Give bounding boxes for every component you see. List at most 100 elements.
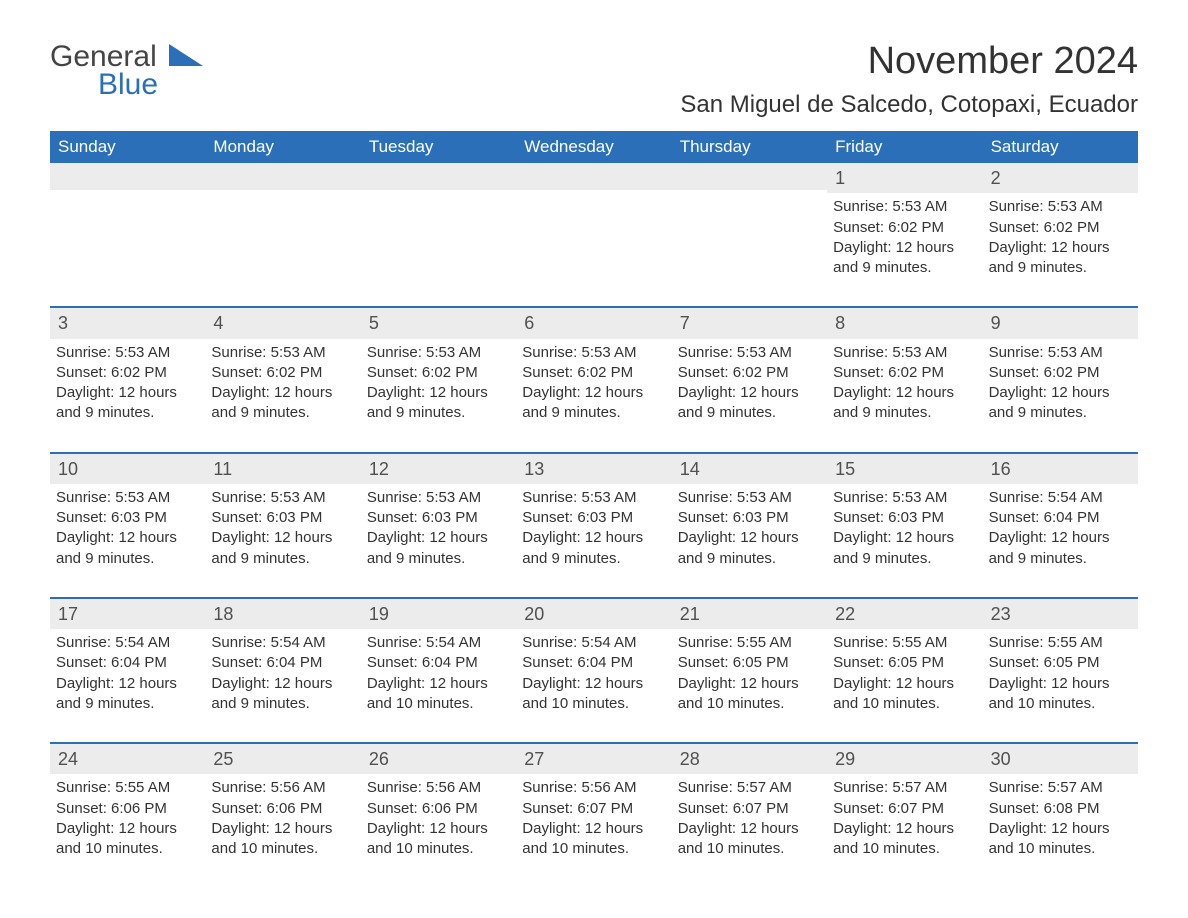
day-number: 3	[50, 308, 205, 338]
sunrise-text: Sunrise: 5:53 AM	[211, 488, 354, 508]
logo-triangle-icon	[169, 40, 203, 74]
daylight-text: Daylight: 12 hours and 9 minutes.	[211, 674, 354, 715]
sunrise-text: Sunrise: 5:55 AM	[56, 778, 199, 798]
day-cell	[205, 163, 360, 284]
day-number	[672, 163, 827, 190]
sunset-text: Sunset: 6:02 PM	[989, 363, 1132, 383]
sunset-text: Sunset: 6:04 PM	[211, 653, 354, 673]
daylight-text: Daylight: 12 hours and 10 minutes.	[678, 674, 821, 715]
day-cell	[516, 163, 671, 284]
sunrise-text: Sunrise: 5:53 AM	[833, 197, 976, 217]
day-cell: 28 Sunrise: 5:57 AMSunset: 6:07 PMDayligh…	[672, 744, 827, 865]
daylight-text: Daylight: 12 hours and 10 minutes.	[367, 674, 510, 715]
sunset-text: Sunset: 6:07 PM	[678, 799, 821, 819]
day-number: 6	[516, 308, 671, 338]
day-cell	[672, 163, 827, 284]
day-number: 19	[361, 599, 516, 629]
sunset-text: Sunset: 6:06 PM	[211, 799, 354, 819]
day-cell: 24Sunrise: 5:55 AMSunset: 6:06 PMDayligh…	[50, 744, 205, 865]
sunset-text: Sunset: 6:04 PM	[367, 653, 510, 673]
day-cell: 21Sunrise: 5:55 AMSunset: 6:05 PMDayligh…	[672, 599, 827, 720]
day-cell: 18 Sunrise: 5:54 AMSunset: 6:04 PMDayligh…	[205, 599, 360, 720]
dow-sunday: Sunday	[50, 131, 205, 163]
day-cell: 7Sunrise: 5:53 AMSunset: 6:02 PMDaylight…	[672, 308, 827, 429]
daylight-text: Daylight: 12 hours and 9 minutes.	[833, 383, 976, 424]
daylight-text: Daylight: 12 hours and 10 minutes.	[833, 819, 976, 860]
weeks-container: 1Sunrise: 5:53 AMSunset: 6:02 PMDaylight…	[50, 163, 1138, 865]
week-row: 10Sunrise: 5:53 AMSunset: 6:03 PMDayligh…	[50, 452, 1138, 575]
daylight-text: Daylight: 12 hours and 9 minutes.	[989, 383, 1132, 424]
sunset-text: Sunset: 6:05 PM	[833, 653, 976, 673]
header: General Blue November 2024 San Miguel de…	[50, 40, 1138, 119]
day-number: 2	[983, 163, 1138, 193]
day-number: 7	[672, 308, 827, 338]
day-cell: 25Sunrise: 5:56 AMSunset: 6:06 PMDayligh…	[205, 744, 360, 865]
day-number: 4	[205, 308, 360, 338]
day-number	[205, 163, 360, 190]
week-row: 24Sunrise: 5:55 AMSunset: 6:06 PMDayligh…	[50, 742, 1138, 865]
sunrise-text: Sunrise: 5:55 AM	[833, 633, 976, 653]
day-number: 28	[672, 744, 827, 774]
sunrise-text: Sunrise: 5:56 AM	[522, 778, 665, 798]
day-number: 23	[983, 599, 1138, 629]
daylight-text: Daylight: 12 hours and 10 minutes.	[56, 819, 199, 860]
day-cell: 5Sunrise: 5:53 AMSunset: 6:02 PMDaylight…	[361, 308, 516, 429]
day-number: 8	[827, 308, 982, 338]
sunset-text: Sunset: 6:03 PM	[522, 508, 665, 528]
day-cell: 11Sunrise: 5:53 AMSunset: 6:03 PMDayligh…	[205, 454, 360, 575]
sunrise-text: Sunrise: 5:54 AM	[522, 633, 665, 653]
sunrise-text: Sunrise: 5:53 AM	[989, 197, 1132, 217]
dow-tuesday: Tuesday	[361, 131, 516, 163]
daylight-text: Daylight: 12 hours and 10 minutes.	[522, 674, 665, 715]
sunset-text: Sunset: 6:06 PM	[367, 799, 510, 819]
daylight-text: Daylight: 12 hours and 9 minutes.	[989, 528, 1132, 569]
sunrise-text: Sunrise: 5:54 AM	[211, 633, 354, 653]
sunset-text: Sunset: 6:07 PM	[522, 799, 665, 819]
calendar: Sunday Monday Tuesday Wednesday Thursday…	[50, 131, 1138, 865]
daylight-text: Daylight: 12 hours and 9 minutes.	[367, 528, 510, 569]
week-row: 1Sunrise: 5:53 AMSunset: 6:02 PMDaylight…	[50, 163, 1138, 284]
day-cell: 4Sunrise: 5:53 AMSunset: 6:02 PMDaylight…	[205, 308, 360, 429]
sunset-text: Sunset: 6:02 PM	[989, 218, 1132, 238]
dow-thursday: Thursday	[672, 131, 827, 163]
sunrise-text: Sunrise: 5:53 AM	[56, 343, 199, 363]
sunrise-text: Sunrise: 5:53 AM	[833, 343, 976, 363]
day-number: 18	[205, 599, 360, 629]
sunrise-text: Sunrise: 5:53 AM	[211, 343, 354, 363]
sunrise-text: Sunrise: 5:57 AM	[678, 778, 821, 798]
dow-saturday: Saturday	[983, 131, 1138, 163]
sunrise-text: Sunrise: 5:53 AM	[522, 488, 665, 508]
day-number	[516, 163, 671, 190]
day-number: 30	[983, 744, 1138, 774]
sunset-text: Sunset: 6:02 PM	[367, 363, 510, 383]
daylight-text: Daylight: 12 hours and 10 minutes.	[989, 674, 1132, 715]
sunset-text: Sunset: 6:05 PM	[678, 653, 821, 673]
sunrise-text: Sunrise: 5:53 AM	[56, 488, 199, 508]
sunrise-text: Sunrise: 5:57 AM	[989, 778, 1132, 798]
day-cell: 14Sunrise: 5:53 AMSunset: 6:03 PMDayligh…	[672, 454, 827, 575]
day-number: 20	[516, 599, 671, 629]
sunset-text: Sunset: 6:03 PM	[56, 508, 199, 528]
day-number: 26	[361, 744, 516, 774]
sunset-text: Sunset: 6:02 PM	[833, 363, 976, 383]
sunset-text: Sunset: 6:03 PM	[211, 508, 354, 528]
daylight-text: Daylight: 12 hours and 10 minutes.	[678, 819, 821, 860]
dow-friday: Friday	[827, 131, 982, 163]
sunset-text: Sunset: 6:02 PM	[56, 363, 199, 383]
sunset-text: Sunset: 6:02 PM	[678, 363, 821, 383]
sunrise-text: Sunrise: 5:53 AM	[367, 343, 510, 363]
daylight-text: Daylight: 12 hours and 9 minutes.	[989, 238, 1132, 279]
sunrise-text: Sunrise: 5:53 AM	[367, 488, 510, 508]
daylight-text: Daylight: 12 hours and 9 minutes.	[833, 238, 976, 279]
sunset-text: Sunset: 6:03 PM	[678, 508, 821, 528]
sunrise-text: Sunrise: 5:53 AM	[678, 488, 821, 508]
day-cell: 19Sunrise: 5:54 AMSunset: 6:04 PMDayligh…	[361, 599, 516, 720]
daylight-text: Daylight: 12 hours and 10 minutes.	[522, 819, 665, 860]
day-cell: 15Sunrise: 5:53 AMSunset: 6:03 PMDayligh…	[827, 454, 982, 575]
day-cell: 8 Sunrise: 5:53 AMSunset: 6:02 PMDaylight…	[827, 308, 982, 429]
daylight-text: Daylight: 12 hours and 10 minutes.	[367, 819, 510, 860]
day-number: 27	[516, 744, 671, 774]
day-cell: 23Sunrise: 5:55 AMSunset: 6:05 PMDayligh…	[983, 599, 1138, 720]
day-number: 14	[672, 454, 827, 484]
daylight-text: Daylight: 12 hours and 10 minutes.	[833, 674, 976, 715]
